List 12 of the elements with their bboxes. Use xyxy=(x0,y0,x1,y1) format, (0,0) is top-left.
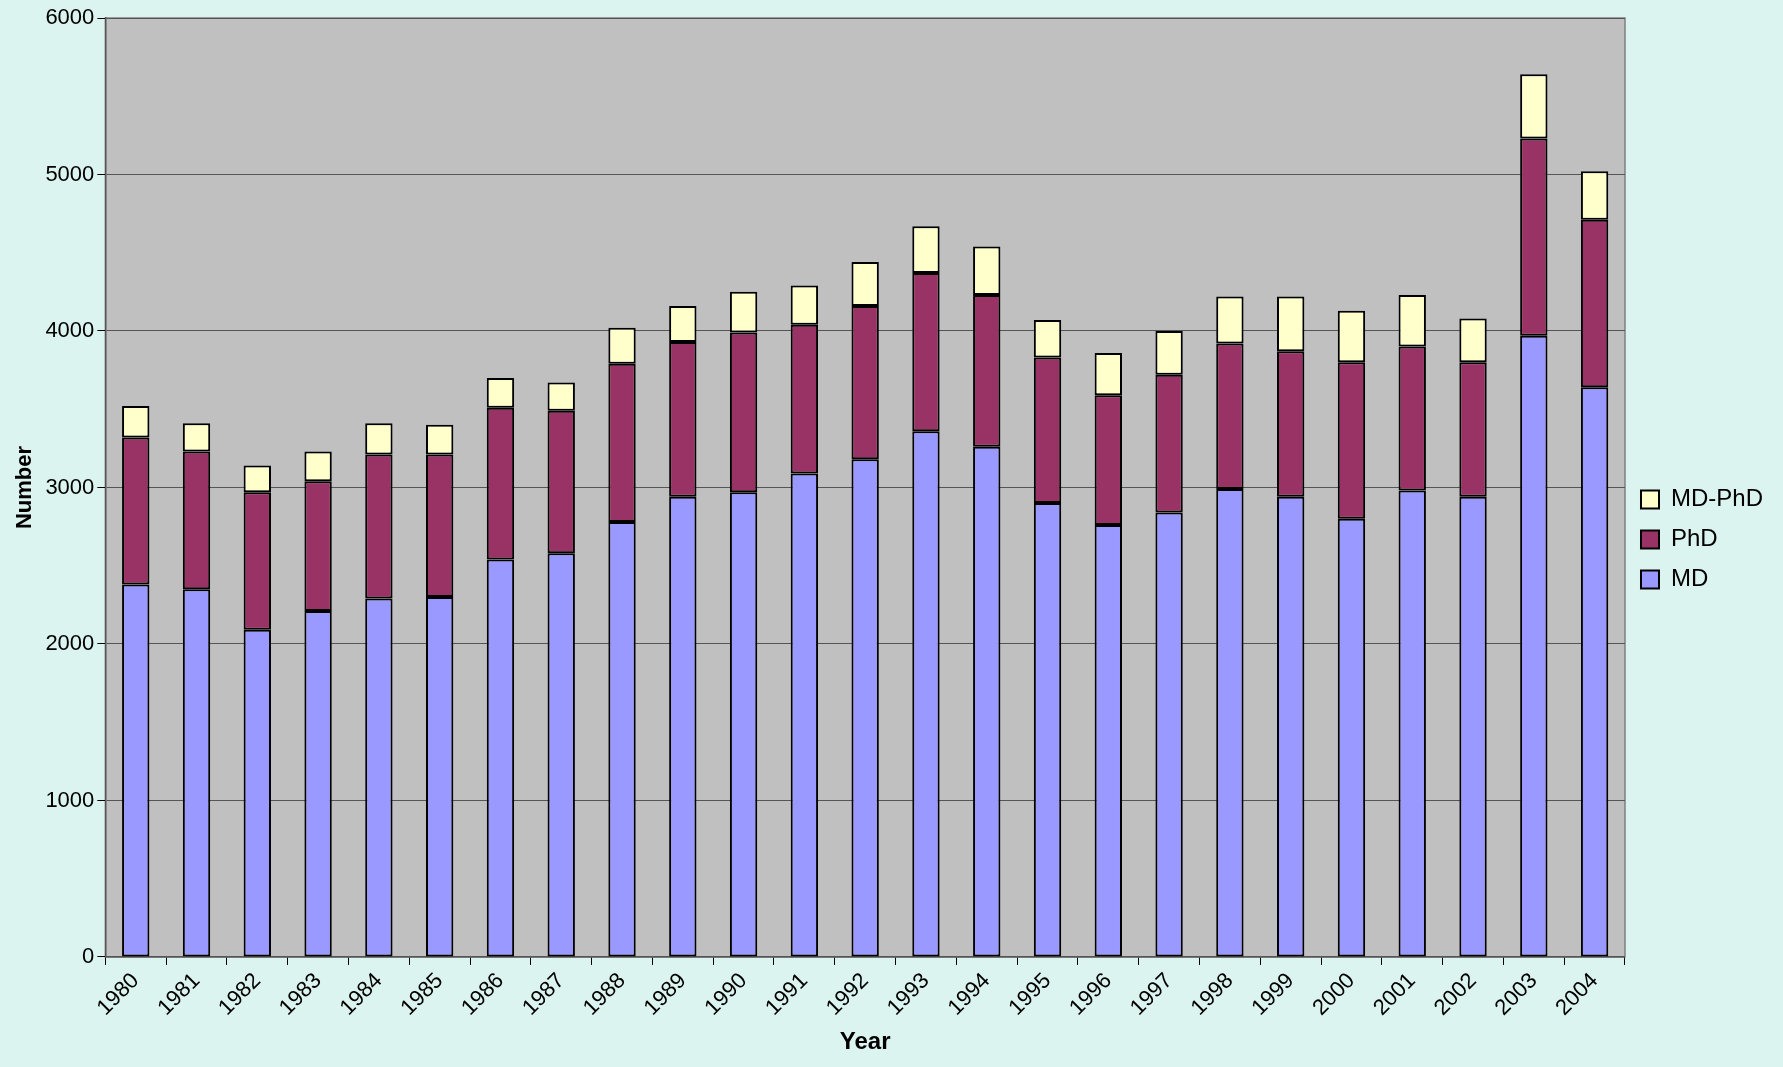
y-tick-label: 1000 xyxy=(45,786,95,812)
y-axis-title: Number xyxy=(11,445,37,530)
legend-label: PhD xyxy=(1671,524,1718,552)
y-tick-label: 2000 xyxy=(45,630,95,656)
y-tick-label: 0 xyxy=(82,942,95,968)
y-tick-label: 3000 xyxy=(45,473,95,499)
legend-label: MD-PhD xyxy=(1671,484,1764,512)
x-axis-title: Year xyxy=(839,1027,891,1055)
y-tick-label: 4000 xyxy=(45,317,95,343)
y-tick-label: 6000 xyxy=(45,4,95,30)
legend-label: MD xyxy=(1671,564,1709,592)
y-tick-label: 5000 xyxy=(45,160,95,186)
